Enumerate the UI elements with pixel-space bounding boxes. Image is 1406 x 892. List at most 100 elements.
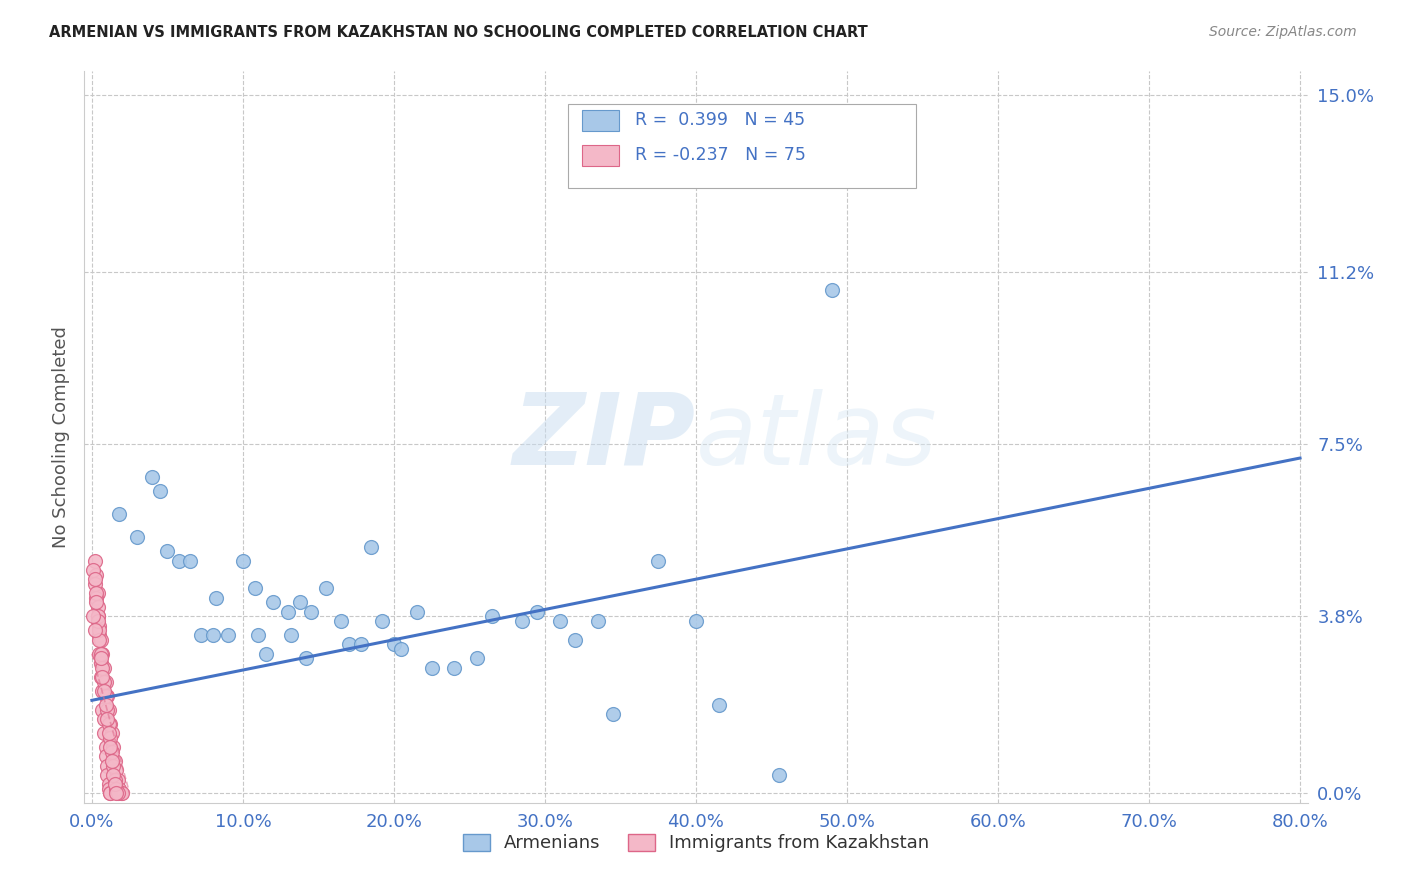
- Point: [821, 283, 844, 297]
- Point: [98, 731, 121, 745]
- Point: [190, 628, 212, 642]
- Point: [98, 716, 121, 731]
- Point: [87, 609, 110, 624]
- Point: [360, 540, 382, 554]
- Point: [548, 614, 571, 628]
- Legend: Armenians, Immigrants from Kazakhstan: Armenians, Immigrants from Kazakhstan: [456, 826, 936, 860]
- Point: [93, 661, 115, 675]
- Point: [169, 553, 191, 567]
- Point: [382, 637, 405, 651]
- Point: [647, 553, 669, 567]
- Point: [84, 577, 107, 591]
- Point: [94, 689, 117, 703]
- Point: [98, 787, 121, 801]
- Point: [103, 754, 125, 768]
- Point: [101, 768, 124, 782]
- Point: [86, 591, 108, 605]
- Text: atlas: atlas: [696, 389, 938, 485]
- Point: [94, 674, 117, 689]
- Point: [90, 647, 112, 661]
- Point: [254, 647, 277, 661]
- Point: [232, 553, 254, 567]
- Point: [84, 553, 107, 567]
- Point: [89, 647, 111, 661]
- FancyBboxPatch shape: [582, 145, 619, 166]
- Point: [89, 628, 111, 642]
- Y-axis label: No Schooling Completed: No Schooling Completed: [52, 326, 70, 548]
- Point: [247, 628, 270, 642]
- Point: [82, 609, 104, 624]
- Point: [96, 712, 118, 726]
- Point: [262, 595, 284, 609]
- Point: [127, 530, 149, 544]
- Point: [420, 661, 443, 675]
- Point: [315, 582, 337, 596]
- Point: [337, 637, 360, 651]
- Point: [107, 772, 129, 787]
- Point: [108, 507, 131, 521]
- Text: R = -0.237   N = 75: R = -0.237 N = 75: [636, 146, 806, 164]
- Point: [105, 763, 128, 777]
- Point: [98, 739, 121, 754]
- Point: [91, 703, 114, 717]
- Point: [768, 768, 790, 782]
- Point: [103, 772, 125, 787]
- Text: ARMENIAN VS IMMIGRANTS FROM KAZAKHSTAN NO SCHOOLING COMPLETED CORRELATION CHART: ARMENIAN VS IMMIGRANTS FROM KAZAKHSTAN N…: [49, 25, 868, 40]
- Point: [299, 605, 322, 619]
- Point: [94, 739, 117, 754]
- Point: [89, 624, 111, 638]
- Point: [156, 544, 179, 558]
- Point: [90, 651, 112, 665]
- Point: [84, 624, 107, 638]
- Point: [91, 670, 114, 684]
- Point: [100, 754, 122, 768]
- Point: [97, 781, 120, 796]
- Point: [93, 726, 115, 740]
- Point: [405, 605, 427, 619]
- Point: [87, 614, 110, 628]
- Point: [96, 689, 118, 703]
- Point: [89, 632, 111, 647]
- Point: [87, 609, 110, 624]
- Point: [277, 605, 299, 619]
- Point: [526, 605, 548, 619]
- Point: [350, 637, 373, 651]
- Point: [510, 614, 533, 628]
- Text: Source: ZipAtlas.com: Source: ZipAtlas.com: [1209, 25, 1357, 39]
- Point: [141, 469, 163, 483]
- Point: [330, 614, 353, 628]
- Point: [295, 651, 318, 665]
- Text: R =  0.399   N = 45: R = 0.399 N = 45: [636, 112, 804, 129]
- Point: [101, 739, 124, 754]
- Point: [204, 591, 226, 605]
- Point: [82, 563, 104, 577]
- Point: [105, 781, 128, 796]
- Point: [101, 758, 124, 772]
- Point: [98, 787, 121, 801]
- Point: [97, 703, 120, 717]
- Point: [90, 656, 112, 670]
- Point: [443, 661, 465, 675]
- Text: ZIP: ZIP: [513, 389, 696, 485]
- Point: [290, 595, 312, 609]
- Point: [391, 642, 413, 657]
- Point: [217, 628, 239, 642]
- Point: [465, 651, 488, 665]
- Point: [94, 698, 117, 712]
- Point: [481, 609, 503, 624]
- Point: [96, 758, 118, 772]
- Point: [89, 619, 111, 633]
- Point: [97, 716, 120, 731]
- Point: [100, 726, 122, 740]
- Point: [96, 768, 118, 782]
- Point: [96, 703, 118, 717]
- Point: [685, 614, 707, 628]
- FancyBboxPatch shape: [582, 110, 619, 130]
- Point: [93, 684, 115, 698]
- Point: [111, 787, 134, 801]
- Point: [90, 632, 112, 647]
- Point: [93, 712, 115, 726]
- Point: [86, 586, 108, 600]
- Point: [86, 595, 108, 609]
- Point: [243, 582, 266, 596]
